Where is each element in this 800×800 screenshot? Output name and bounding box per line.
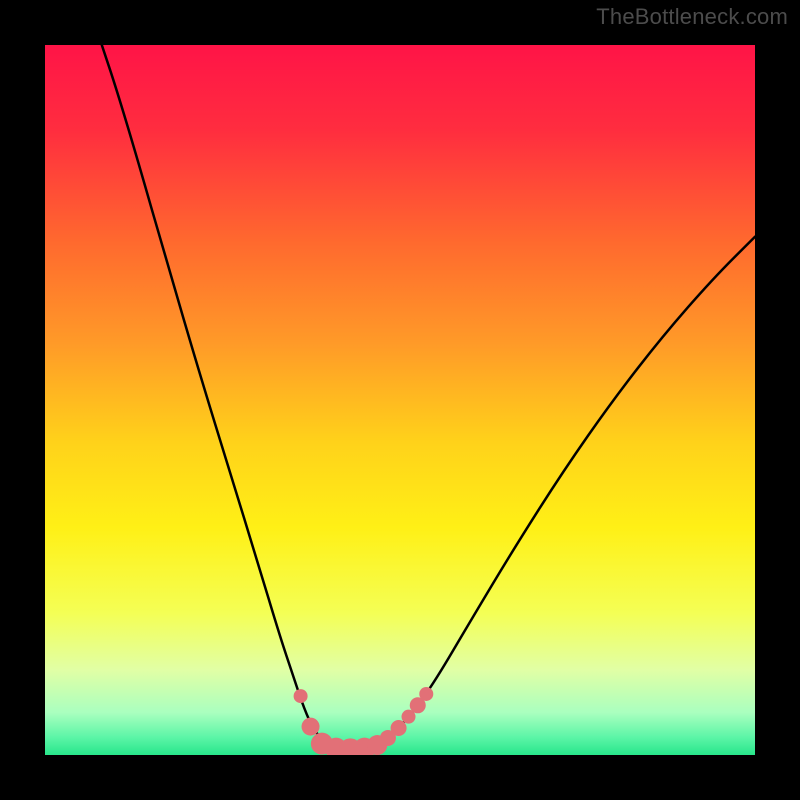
- chart-container: TheBottleneck.com: [0, 0, 800, 800]
- marker-point: [294, 689, 308, 703]
- marker-point: [419, 687, 433, 701]
- gradient-background: [45, 45, 755, 755]
- marker-point: [391, 720, 407, 736]
- bottleneck-v-curve-chart: [0, 0, 800, 800]
- watermark-text: TheBottleneck.com: [596, 4, 788, 30]
- marker-point: [302, 718, 320, 736]
